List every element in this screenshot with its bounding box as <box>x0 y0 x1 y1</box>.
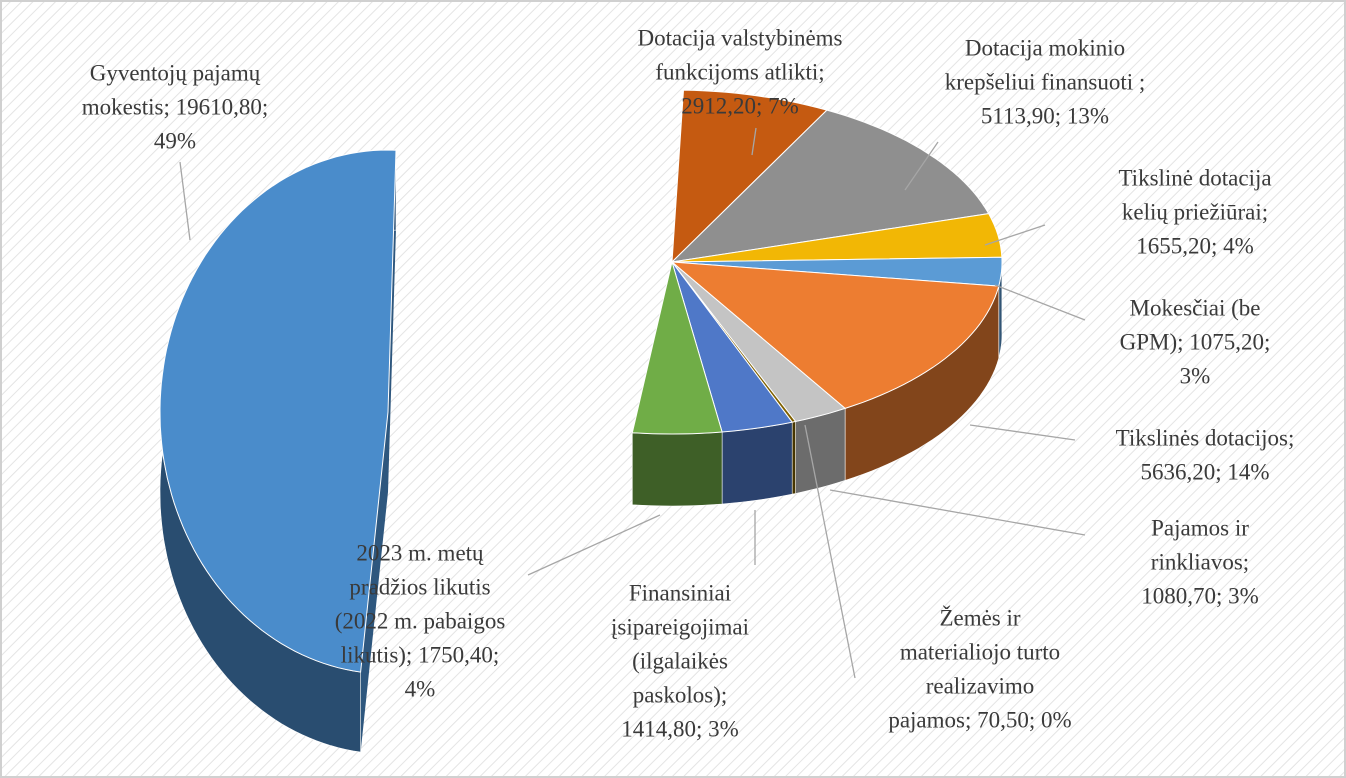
slice <box>631 260 723 435</box>
data-label: 1414,80; 3% <box>621 716 739 741</box>
data-label: (ilgalaikės <box>632 648 728 673</box>
data-label: Žemės ir <box>939 605 1020 630</box>
data-label: įsipareigojimai <box>611 614 749 639</box>
data-label: Tikslinė dotacija <box>1118 165 1271 190</box>
data-label: funkcijoms atlikti; <box>655 59 824 84</box>
data-label: 1080,70; 3% <box>1141 583 1259 608</box>
slice <box>670 109 990 263</box>
data-label: Mokesčiai (be <box>1130 295 1261 320</box>
data-label: Dotacija valstybinėms <box>637 25 842 50</box>
data-label: GPM); 1075,20; <box>1120 329 1271 354</box>
slice <box>671 213 1003 263</box>
data-label: 4% <box>405 676 436 701</box>
data-label: kelių priežiūrai; <box>1122 199 1268 224</box>
slice <box>159 149 397 673</box>
leader-line <box>179 161 191 241</box>
data-label: Dotacija mokinio <box>965 35 1125 60</box>
data-label: paskolos); <box>633 682 728 707</box>
leader-line <box>751 127 757 156</box>
data-label: realizavimo <box>926 673 1035 698</box>
leader-line <box>804 424 856 679</box>
slice <box>671 89 828 264</box>
data-label: 2023 m. metų <box>356 540 484 565</box>
data-label: Tikslinės dotacijos; <box>1116 425 1295 450</box>
data-label: Pajamos ir <box>1151 515 1249 540</box>
slice <box>670 261 1000 409</box>
data-label: rinkliavos; <box>1151 549 1249 574</box>
leader-line <box>994 284 1086 321</box>
leader-line <box>904 141 939 191</box>
leader-line <box>984 224 1046 246</box>
data-label: 1655,20; 4% <box>1136 233 1254 258</box>
slice <box>671 261 794 433</box>
leader-line <box>829 489 1086 536</box>
data-label: 49% <box>154 128 196 153</box>
data-label: (2022 m. pabaigos <box>335 608 506 633</box>
data-label: materialiojo turto <box>900 639 1060 664</box>
data-label: 2912,20; 7% <box>681 93 799 118</box>
slice-side <box>360 412 388 753</box>
slice-side <box>795 407 846 494</box>
slice <box>671 261 847 423</box>
slice-side <box>791 421 796 495</box>
data-label: likutis); 1750,40; <box>341 642 499 667</box>
data-label: 5113,90; 13% <box>981 103 1109 128</box>
data-label: krepšeliui finansuoti ; <box>945 69 1146 94</box>
slice-side <box>632 431 723 507</box>
data-label: pradžios likutis <box>349 574 490 599</box>
data-label: Finansiniai <box>629 580 731 605</box>
data-label: 3% <box>1180 363 1211 388</box>
leader-line <box>969 424 1076 441</box>
slice-side <box>721 421 793 505</box>
slice <box>671 256 1003 287</box>
data-label: mokestis; 19610,80; <box>82 94 269 119</box>
slice-side <box>388 150 396 492</box>
data-label: 5636,20; 14% <box>1140 459 1269 484</box>
leader-line <box>527 514 661 576</box>
data-label: pajamos; 70,50; 0% <box>888 707 1071 732</box>
data-label: Gyventojų pajamų <box>90 60 261 85</box>
